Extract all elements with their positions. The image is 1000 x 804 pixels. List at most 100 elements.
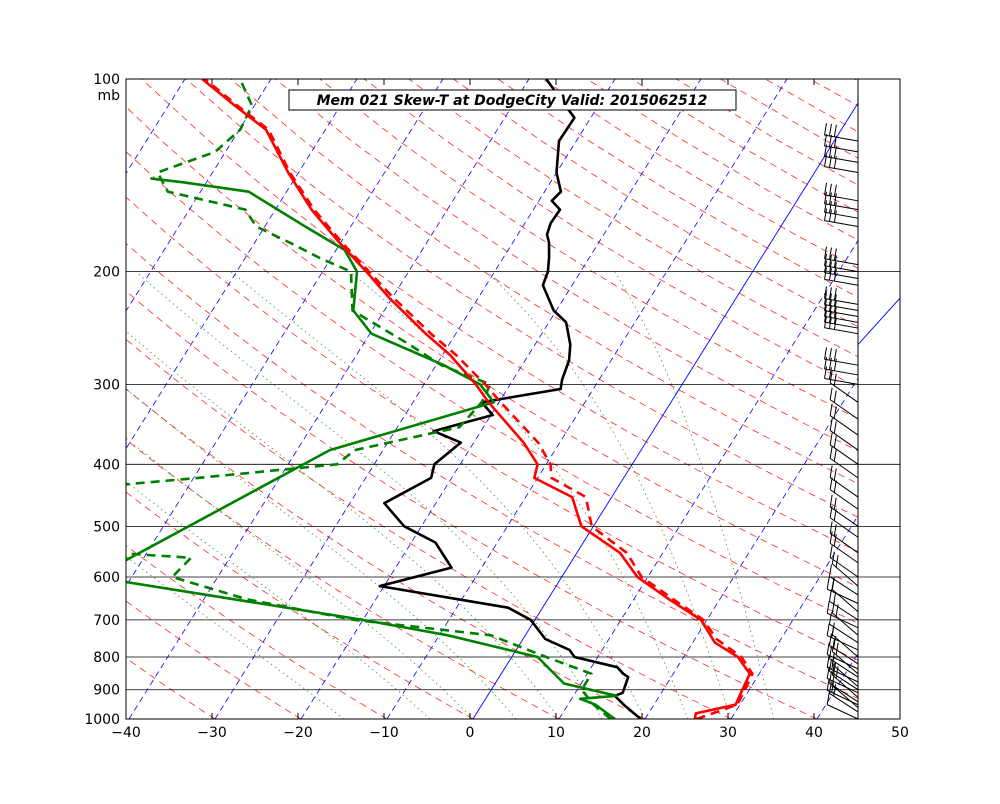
wind-barb-flag <box>830 478 832 490</box>
isotherm-line <box>0 79 99 719</box>
moist-adiabat-line <box>0 272 344 719</box>
wind-barb-staff <box>829 601 858 620</box>
wind-barb-flag <box>834 406 836 418</box>
moist-adiabat-line <box>615 272 774 719</box>
x-tick-label: −10 <box>369 725 399 741</box>
isotherm-line <box>731 79 1000 719</box>
wind-barb-staff <box>825 157 858 163</box>
wind-barb-staff <box>825 135 858 141</box>
y-tick-label: 300 <box>93 377 120 393</box>
x-tick-label: 50 <box>891 725 909 741</box>
dry-adiabat-line <box>0 79 387 719</box>
x-tick-label: 20 <box>633 725 651 741</box>
wind-barb-staff <box>827 690 858 704</box>
plot-frame <box>126 79 900 719</box>
wind-barb <box>827 601 858 627</box>
wind-barb-staff <box>827 705 858 719</box>
wind-barb-flag <box>830 419 832 431</box>
dry-adiabat-line <box>810 79 1000 719</box>
wind-barb-flag <box>830 446 832 458</box>
wind-barb-staff <box>829 624 858 643</box>
wind-barb <box>830 446 858 478</box>
wind-barb <box>830 478 858 510</box>
y-tick-label: 700 <box>93 613 120 629</box>
wind-barb-staff <box>832 613 858 635</box>
isotherm-line <box>0 79 271 719</box>
y-tick-label: 800 <box>93 650 120 666</box>
wind-barb <box>825 347 858 365</box>
wind-barb <box>830 371 858 403</box>
dry-adiabat-line <box>186 79 1000 719</box>
wind-barb-flag <box>825 123 827 135</box>
dry-adiabat-line <box>364 79 1000 719</box>
wind-barb-staff <box>825 359 858 365</box>
wind-barb-flag <box>834 125 836 137</box>
y-tick-label: 200 <box>93 265 120 281</box>
wind-barb-flag <box>834 468 836 480</box>
chart-title-group: Mem 021 Skew-T at DodgeCity Valid: 20150… <box>289 90 736 110</box>
isotherm-line <box>215 79 615 719</box>
wind-barb <box>825 286 858 304</box>
dry-adiabat-line <box>0 79 559 719</box>
dry-adiabat-line <box>587 79 1000 719</box>
wind-barb-flag <box>827 643 829 655</box>
y-tick-label: 400 <box>93 457 120 473</box>
wind-barb-staff <box>825 221 858 227</box>
x-tick-label: −20 <box>283 725 313 741</box>
wind-barb-flag <box>834 421 836 433</box>
wind-barb-staff <box>832 564 858 586</box>
wind-barb-flag <box>827 693 829 705</box>
parcel-solid-line <box>202 79 750 719</box>
isotherm-zero-line-extension <box>858 298 900 344</box>
wind-barb-staff <box>825 369 858 375</box>
wind-barb-staff <box>830 478 858 498</box>
isotherm-line <box>0 79 357 719</box>
x-tick-label: −30 <box>197 725 227 741</box>
wind-barb-flag <box>827 577 829 589</box>
chart-title: Mem 021 Skew-T at DodgeCity Valid: 20150… <box>317 93 708 109</box>
wind-barb-flag <box>829 124 831 136</box>
wind-barb-flag <box>827 678 829 690</box>
x-tick-label: 10 <box>547 725 565 741</box>
isotherm-line <box>559 79 959 719</box>
y-tick-label: 900 <box>93 683 120 699</box>
wind-barb-flag <box>829 633 831 645</box>
isotherm-line <box>903 79 1000 719</box>
dry-adiabat-line <box>320 79 1000 719</box>
wind-barb-flag <box>834 592 836 604</box>
wind-barb <box>827 577 858 603</box>
dry-adiabat-line <box>765 79 1000 719</box>
wind-barb <box>827 624 858 650</box>
isotherm-line <box>0 79 13 719</box>
wind-barb-staff <box>825 328 858 334</box>
y-tick-label: 600 <box>93 570 120 586</box>
wind-barb <box>829 589 858 620</box>
dry-adiabat-line <box>899 79 1000 719</box>
wind-barb-staff <box>827 589 858 603</box>
wind-barb-flag <box>830 495 832 507</box>
wind-barb-flag <box>829 564 831 576</box>
y-tick-label: 100 <box>93 72 120 88</box>
dry-adiabat-line <box>632 79 1000 719</box>
wind-barb-flag <box>836 555 838 567</box>
wind-barb-flag <box>830 466 832 478</box>
dry-adiabat-line <box>231 79 1000 719</box>
dry-adiabat-line <box>498 79 1000 719</box>
wind-barb-flag <box>834 449 836 461</box>
wind-barb <box>825 247 858 265</box>
dry-adiabat-line <box>0 79 903 719</box>
wind-barb <box>825 183 858 201</box>
x-tick-label: 40 <box>805 725 823 741</box>
x-tick-label: 30 <box>719 725 737 741</box>
wind-barb-flag <box>834 498 836 510</box>
wind-barb-flag <box>830 388 832 400</box>
y-tick-label: 1000 <box>84 712 120 728</box>
wind-barb-flag <box>832 552 834 564</box>
dry-adiabat-line <box>721 79 1000 719</box>
dry-adiabat-line <box>676 79 1000 719</box>
isotherm-line <box>387 79 787 719</box>
wind-barb-flag <box>834 391 836 403</box>
wind-barb-flag <box>830 546 832 558</box>
wind-barb-flag <box>834 436 836 448</box>
